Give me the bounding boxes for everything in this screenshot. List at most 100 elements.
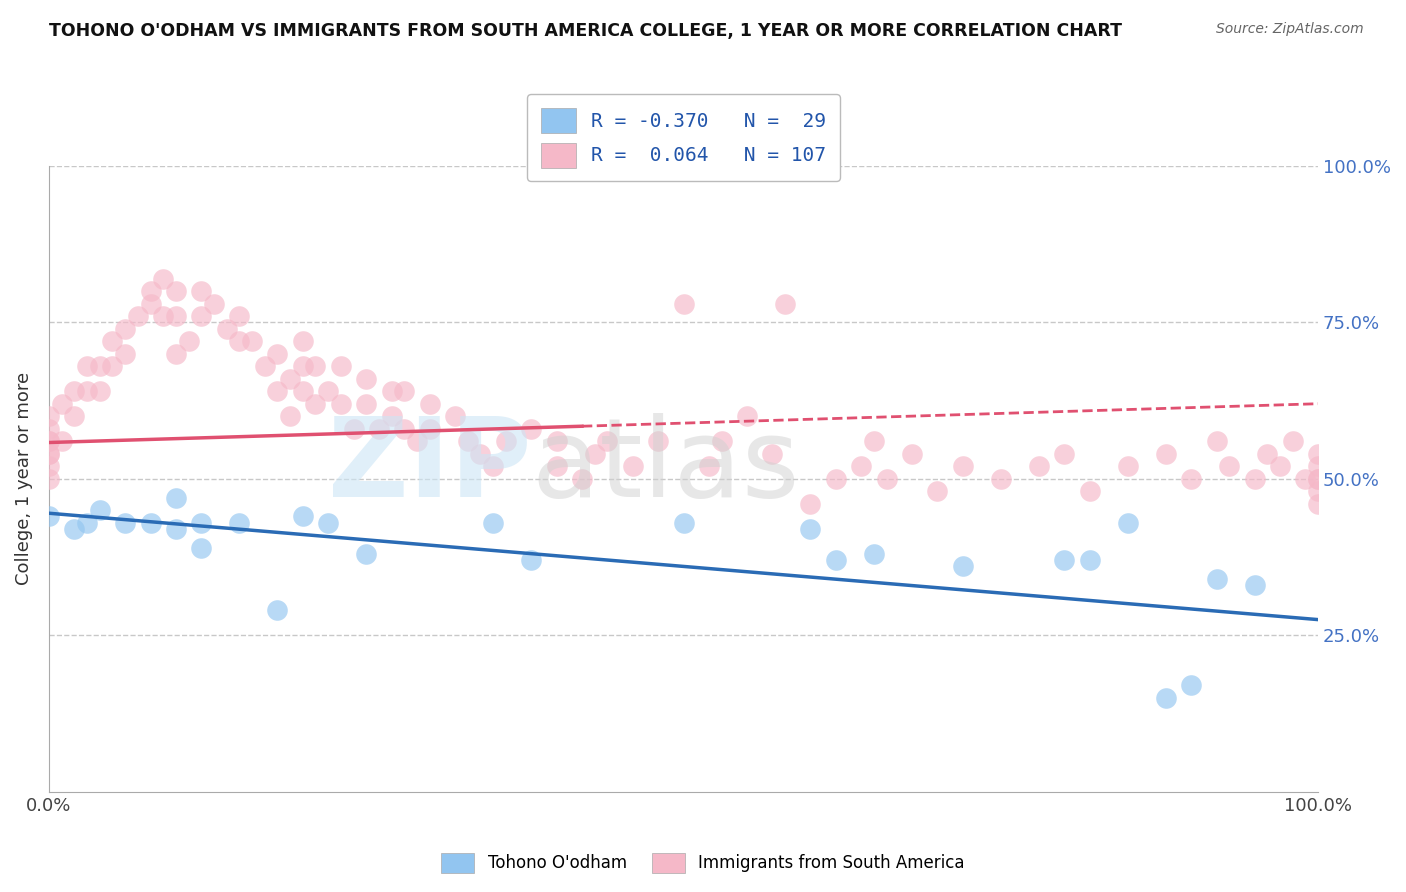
Point — [773, 296, 796, 310]
Point — [419, 397, 441, 411]
Point — [114, 321, 136, 335]
Point — [368, 422, 391, 436]
Point — [152, 309, 174, 323]
Point — [63, 522, 86, 536]
Point — [266, 384, 288, 399]
Point — [228, 309, 250, 323]
Point — [735, 409, 758, 424]
Point — [394, 384, 416, 399]
Point — [1078, 553, 1101, 567]
Point — [863, 547, 886, 561]
Point — [1294, 472, 1316, 486]
Point — [1180, 678, 1202, 692]
Point — [1268, 459, 1291, 474]
Point — [1205, 434, 1227, 449]
Point — [1053, 447, 1076, 461]
Point — [316, 516, 339, 530]
Point — [394, 422, 416, 436]
Point — [266, 603, 288, 617]
Point — [596, 434, 619, 449]
Point — [1116, 459, 1139, 474]
Point — [101, 359, 124, 374]
Point — [1308, 472, 1330, 486]
Point — [1205, 572, 1227, 586]
Point — [127, 309, 149, 323]
Point — [63, 409, 86, 424]
Point — [329, 359, 352, 374]
Point — [89, 359, 111, 374]
Point — [356, 547, 378, 561]
Point — [1218, 459, 1240, 474]
Point — [863, 434, 886, 449]
Point — [215, 321, 238, 335]
Point — [990, 472, 1012, 486]
Point — [901, 447, 924, 461]
Point — [190, 284, 212, 298]
Point — [1308, 472, 1330, 486]
Point — [76, 516, 98, 530]
Point — [89, 503, 111, 517]
Point — [824, 553, 846, 567]
Point — [177, 334, 200, 348]
Point — [38, 459, 60, 474]
Point — [546, 434, 568, 449]
Point — [76, 359, 98, 374]
Point — [470, 447, 492, 461]
Point — [202, 296, 225, 310]
Point — [583, 447, 606, 461]
Point — [356, 372, 378, 386]
Legend: Tohono O'odham, Immigrants from South America: Tohono O'odham, Immigrants from South Am… — [434, 847, 972, 880]
Point — [1078, 484, 1101, 499]
Point — [342, 422, 364, 436]
Point — [329, 397, 352, 411]
Point — [1180, 472, 1202, 486]
Point — [520, 422, 543, 436]
Point — [38, 472, 60, 486]
Point — [51, 397, 73, 411]
Point — [38, 409, 60, 424]
Point — [291, 509, 314, 524]
Point — [38, 447, 60, 461]
Point — [1154, 690, 1177, 705]
Point — [291, 384, 314, 399]
Point — [101, 334, 124, 348]
Point — [304, 397, 326, 411]
Point — [165, 346, 187, 360]
Point — [406, 434, 429, 449]
Point — [482, 459, 505, 474]
Legend: R = -0.370   N =  29, R =  0.064   N = 107: R = -0.370 N = 29, R = 0.064 N = 107 — [527, 95, 839, 181]
Point — [761, 447, 783, 461]
Point — [190, 516, 212, 530]
Point — [1308, 484, 1330, 499]
Point — [165, 284, 187, 298]
Text: TOHONO O'ODHAM VS IMMIGRANTS FROM SOUTH AMERICA COLLEGE, 1 YEAR OR MORE CORRELAT: TOHONO O'ODHAM VS IMMIGRANTS FROM SOUTH … — [49, 22, 1122, 40]
Point — [228, 334, 250, 348]
Point — [38, 434, 60, 449]
Point — [291, 334, 314, 348]
Point — [63, 384, 86, 399]
Point — [571, 472, 593, 486]
Text: atlas: atlas — [531, 413, 800, 520]
Point — [228, 516, 250, 530]
Point — [190, 541, 212, 555]
Point — [495, 434, 517, 449]
Point — [799, 497, 821, 511]
Point — [165, 491, 187, 505]
Point — [520, 553, 543, 567]
Point — [672, 296, 695, 310]
Point — [381, 409, 404, 424]
Point — [457, 434, 479, 449]
Point — [952, 559, 974, 574]
Point — [1308, 497, 1330, 511]
Point — [240, 334, 263, 348]
Point — [1243, 578, 1265, 592]
Point — [952, 459, 974, 474]
Point — [799, 522, 821, 536]
Point — [1154, 447, 1177, 461]
Point — [710, 434, 733, 449]
Point — [1116, 516, 1139, 530]
Point — [190, 309, 212, 323]
Point — [482, 516, 505, 530]
Point — [1308, 447, 1330, 461]
Point — [38, 422, 60, 436]
